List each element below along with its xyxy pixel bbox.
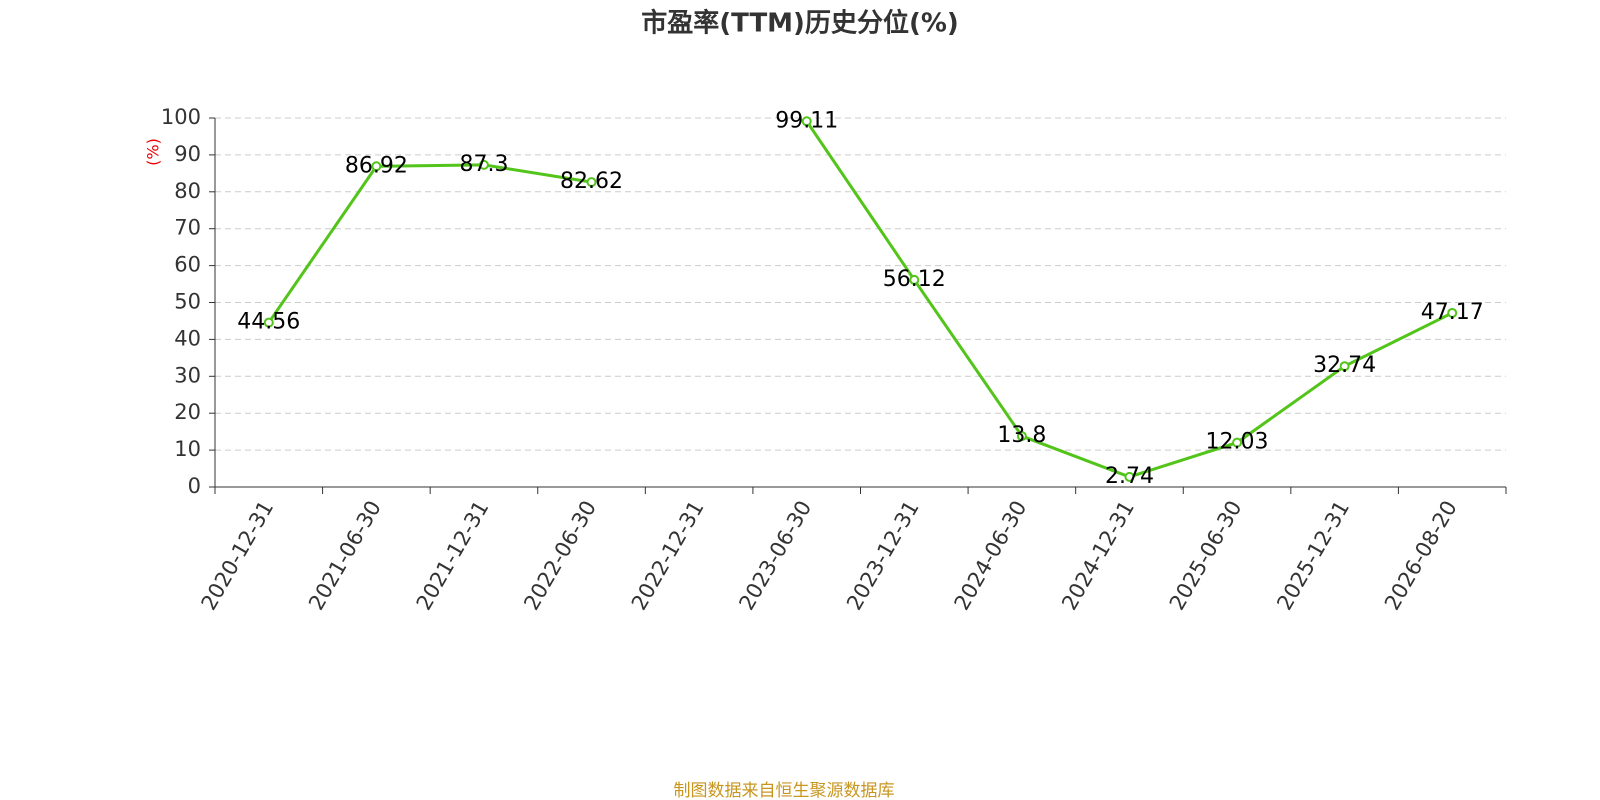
y-tick-label: 90 (174, 142, 201, 166)
source-note: 制图数据来自恒生聚源数据库 (674, 781, 895, 800)
data-point (1232, 437, 1243, 448)
data-label: 56.12 (883, 267, 946, 292)
x-tick-label: 2024-12-31 (1057, 497, 1139, 615)
x-tick-label: 2025-12-31 (1272, 497, 1354, 615)
data-point (1016, 431, 1027, 442)
y-tick-label: 20 (174, 400, 201, 424)
y-tick-label: 40 (174, 326, 201, 350)
data-label: 82.62 (560, 169, 623, 194)
data-point (1447, 307, 1458, 318)
data-label: 12.03 (1206, 430, 1269, 455)
data-label: 47.17 (1421, 300, 1484, 325)
x-tick-label: 2023-12-31 (842, 497, 924, 615)
y-tick-label: 50 (174, 290, 201, 314)
y-tick-label: 70 (174, 216, 201, 240)
data-point (801, 116, 812, 127)
data-point (1124, 471, 1135, 482)
data-point (909, 274, 920, 285)
data-label: 2.74 (1105, 464, 1154, 489)
series-line (267, 120, 1453, 479)
x-tick-label: 2021-06-30 (304, 497, 386, 615)
x-tick-label: 2020-12-31 (197, 497, 279, 615)
chart-title: 市盈率(TTM)历史分位(%) (641, 8, 959, 39)
data-point (478, 159, 489, 170)
x-tick-label: 2026-08-20 (1380, 497, 1462, 615)
data-point (263, 317, 274, 328)
y-tick-label: 30 (174, 363, 201, 387)
y-tick-label: 80 (174, 179, 201, 203)
y-tick-label: 0 (188, 474, 201, 498)
data-label: 44.56 (237, 310, 300, 335)
x-tick-label: 2025-06-30 (1165, 497, 1247, 615)
data-point (371, 161, 382, 172)
x-tick-label: 2021-12-31 (412, 497, 494, 615)
y-axis-label: (%) (144, 138, 163, 166)
y-tick-label: 10 (174, 437, 201, 461)
x-tick-label: 2023-06-30 (734, 497, 816, 615)
y-tick-label: 100 (161, 105, 201, 129)
data-label: 87.3 (459, 152, 508, 177)
data-point (1339, 361, 1350, 372)
data-label: 86.92 (345, 153, 408, 178)
data-label: 99.11 (775, 108, 838, 133)
x-tick-label: 2022-06-30 (519, 497, 601, 615)
y-tick-label: 60 (174, 253, 201, 277)
data-label: 13.8 (997, 423, 1046, 448)
x-tick-label: 2022-12-31 (627, 497, 709, 615)
data-label: 32.74 (1313, 353, 1376, 378)
x-tick-label: 2024-06-30 (950, 497, 1032, 615)
data-point (586, 177, 597, 188)
